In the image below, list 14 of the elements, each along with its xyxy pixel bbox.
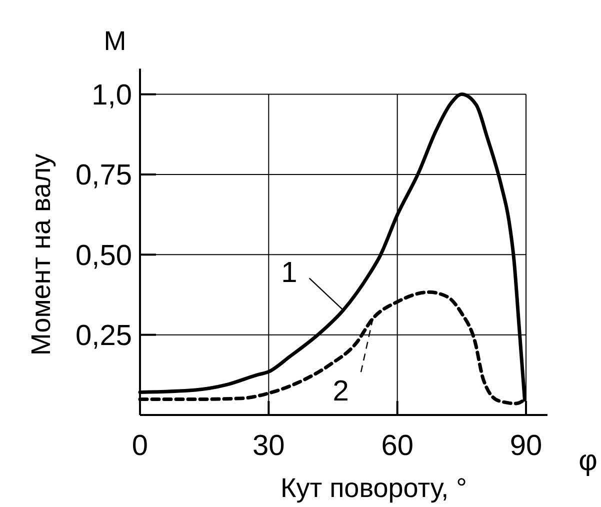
x-tick-label: 90 [510, 430, 542, 462]
legend-label: 2 [332, 375, 349, 408]
x-axis-title: Кут повороту, ° [280, 473, 467, 503]
text: M [104, 26, 126, 56]
series-label: 1 [281, 257, 298, 290]
y-tick-label: 0,75 [76, 160, 132, 192]
y-axis-title: Момент на валу [26, 153, 56, 356]
y-tick-label: 0,50 [76, 240, 132, 272]
y-tick-label: 1,0 [92, 79, 132, 112]
text: φ [578, 445, 598, 477]
x-tick-label: 0 [132, 430, 148, 462]
x-tick-label: 30 [252, 430, 285, 462]
y-tick-label: 0,25 [76, 320, 132, 352]
x-tick-label: 60 [381, 430, 414, 462]
